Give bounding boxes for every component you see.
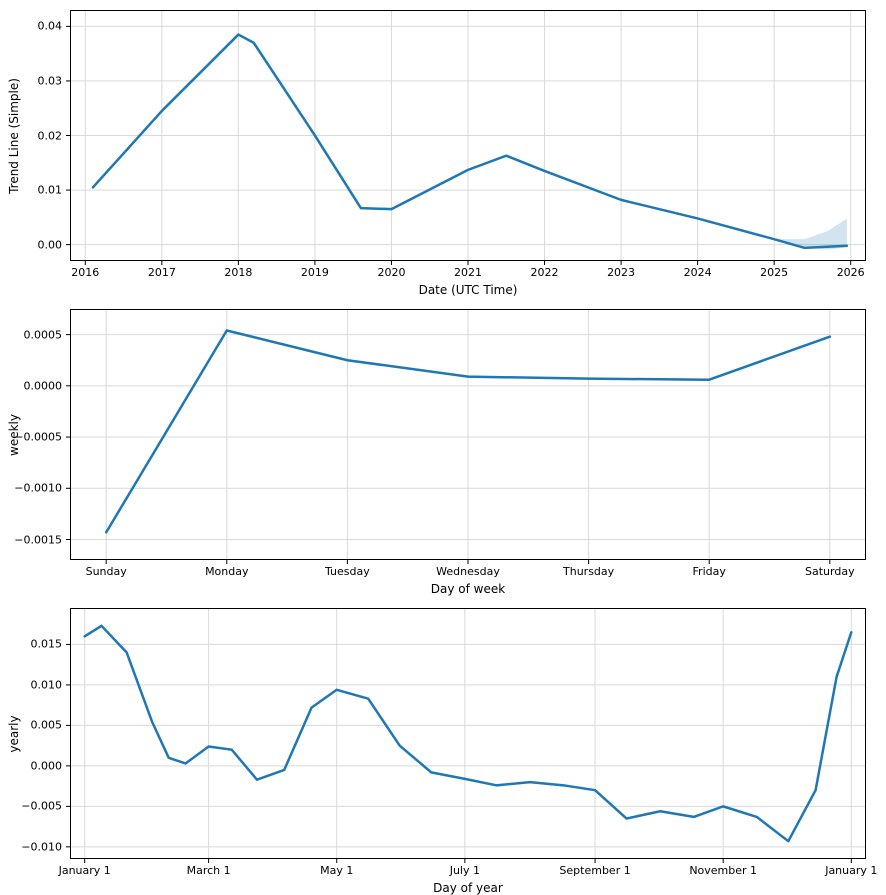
xtick-label: Monday bbox=[205, 565, 248, 578]
panel-weekly: weekly Day of week SundayMondayTuesdayWe… bbox=[70, 309, 866, 560]
xtick-label: May 1 bbox=[320, 864, 353, 877]
yearly-xlabel: Day of year bbox=[433, 881, 503, 895]
xtick-label: 2016 bbox=[71, 266, 99, 279]
ytick-label: 0.0000 bbox=[24, 379, 63, 392]
xtick-label: 2023 bbox=[607, 266, 635, 279]
ytick-label: 0.000 bbox=[31, 759, 63, 772]
xtick-label: November 1 bbox=[689, 864, 757, 877]
ytick-label: 0.02 bbox=[38, 129, 63, 142]
yearly-ylabel: yearly bbox=[7, 715, 21, 752]
ytick-label: 0.015 bbox=[31, 638, 63, 651]
ytick-label: −0.005 bbox=[21, 800, 62, 813]
xtick-label: 2021 bbox=[454, 266, 482, 279]
trend-xlabel: Date (UTC Time) bbox=[419, 283, 518, 297]
xtick-label: January 1 bbox=[59, 864, 111, 877]
xtick-label: 2018 bbox=[224, 266, 252, 279]
ytick-label: 0.00 bbox=[38, 238, 63, 251]
figure: Trend Line (Simple) Date (UTC Time) 2016… bbox=[0, 0, 886, 889]
ytick-label: −0.0010 bbox=[14, 482, 62, 495]
weekly-plot-svg bbox=[70, 309, 866, 560]
series-line bbox=[93, 35, 847, 248]
ytick-label: 0.03 bbox=[38, 74, 63, 87]
xtick-label: 2024 bbox=[684, 266, 712, 279]
xtick-label: Thursday bbox=[563, 565, 614, 578]
xtick-label: Friday bbox=[693, 565, 726, 578]
panel-trend: Trend Line (Simple) Date (UTC Time) 2016… bbox=[70, 10, 866, 261]
ytick-label: 0.0005 bbox=[24, 328, 63, 341]
xtick-label: July 1 bbox=[450, 864, 480, 877]
xtick-label: 2026 bbox=[837, 266, 865, 279]
xtick-label: March 1 bbox=[187, 864, 231, 877]
trend-ylabel: Trend Line (Simple) bbox=[7, 78, 21, 194]
trend-plot-svg bbox=[70, 10, 866, 261]
panel-yearly: yearly Day of year January 1March 1May 1… bbox=[70, 608, 866, 859]
weekly-xlabel: Day of week bbox=[431, 582, 505, 596]
series-line bbox=[85, 626, 852, 841]
xtick-label: 2022 bbox=[531, 266, 559, 279]
ytick-label: 0.010 bbox=[31, 678, 63, 691]
ytick-label: −0.0015 bbox=[14, 533, 62, 546]
xtick-label: 2025 bbox=[760, 266, 788, 279]
xtick-label: January 1 bbox=[825, 864, 877, 877]
xtick-label: 2019 bbox=[301, 266, 329, 279]
xtick-label: Saturday bbox=[805, 565, 855, 578]
ytick-label: −0.010 bbox=[21, 840, 62, 853]
xtick-label: Wednesday bbox=[436, 565, 500, 578]
xtick-label: Tuesday bbox=[325, 565, 370, 578]
ytick-label: −0.0005 bbox=[14, 431, 62, 444]
ytick-label: 0.005 bbox=[31, 719, 63, 732]
yearly-plot-svg bbox=[70, 608, 866, 859]
ytick-label: 0.01 bbox=[38, 184, 63, 197]
xtick-label: 2017 bbox=[148, 266, 176, 279]
xtick-label: September 1 bbox=[559, 864, 630, 877]
xtick-label: 2020 bbox=[377, 266, 405, 279]
ytick-label: 0.04 bbox=[38, 20, 63, 33]
xtick-label: Sunday bbox=[86, 565, 127, 578]
